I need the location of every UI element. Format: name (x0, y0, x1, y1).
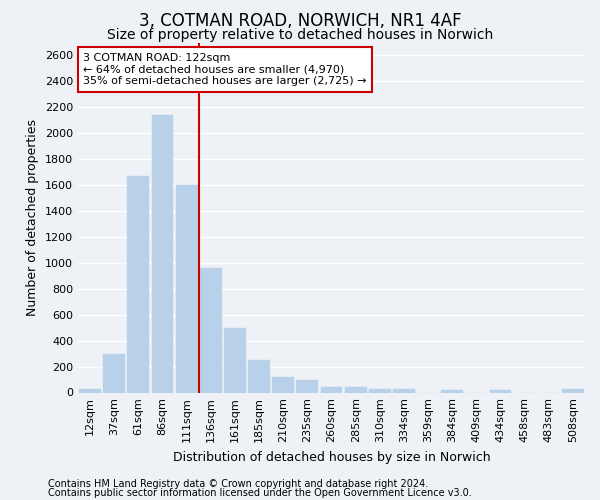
Bar (296, 380, 318, 392)
Y-axis label: Number of detached properties: Number of detached properties (26, 119, 40, 316)
Bar (442, 390, 463, 392)
Text: Size of property relative to detached houses in Norwich: Size of property relative to detached ho… (107, 28, 493, 42)
Text: Contains HM Land Registry data © Crown copyright and database right 2024.: Contains HM Land Registry data © Crown c… (48, 479, 428, 489)
Bar (176, 185, 197, 392)
X-axis label: Distribution of detached houses by size in Norwich: Distribution of detached houses by size … (173, 450, 490, 464)
Bar (490, 390, 511, 392)
Bar (320, 388, 343, 392)
Text: Contains public sector information licensed under the Open Government Licence v3: Contains public sector information licen… (48, 488, 472, 498)
Bar (272, 377, 294, 392)
Text: 3, COTMAN ROAD, NORWICH, NR1 4AF: 3, COTMAN ROAD, NORWICH, NR1 4AF (139, 12, 461, 30)
Bar (393, 390, 415, 392)
Bar (79, 390, 101, 392)
Bar (248, 360, 270, 392)
Text: 3 COTMAN ROAD: 122sqm
← 64% of detached houses are smaller (4,970)
35% of semi-d: 3 COTMAN ROAD: 122sqm ← 64% of detached … (83, 53, 367, 86)
Bar (103, 354, 125, 393)
Bar (127, 176, 149, 392)
Bar (369, 390, 391, 392)
Bar (345, 388, 367, 392)
Bar (224, 328, 246, 392)
Bar (152, 115, 173, 392)
Bar (200, 268, 221, 392)
Bar (562, 390, 584, 392)
